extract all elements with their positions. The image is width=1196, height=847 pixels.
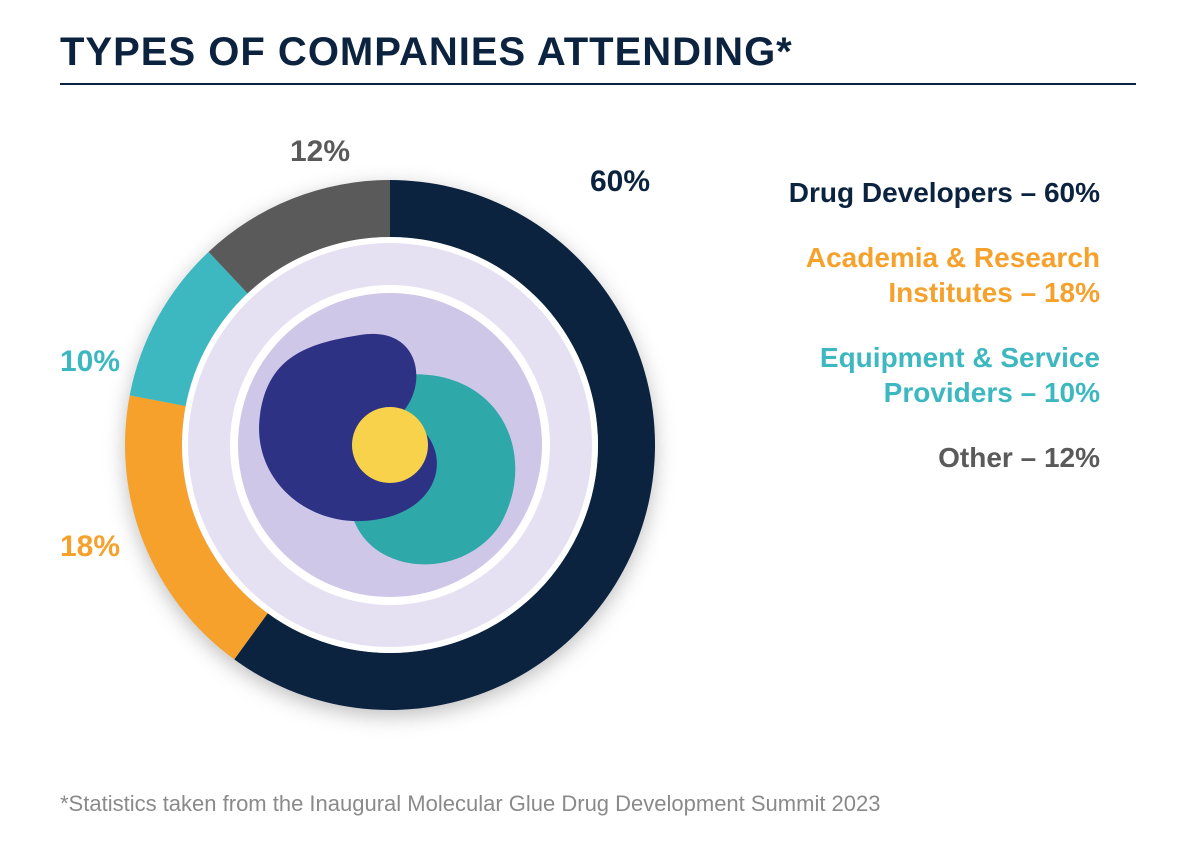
content-row: 60% 18% 10% 12% Drug Developers – 60% Ac… <box>60 115 1136 735</box>
pct-label-3: 12% <box>290 135 350 169</box>
legend-item-1: Academia & Research Institutes – 18% <box>740 240 1100 310</box>
donut-svg <box>120 175 660 715</box>
legend-item-0: Drug Developers – 60% <box>740 175 1100 210</box>
legend-item-3: Other – 12% <box>740 440 1100 475</box>
legend: Drug Developers – 60% Academia & Researc… <box>740 115 1100 475</box>
donut-chart: 60% 18% 10% 12% <box>60 115 700 735</box>
legend-item-2: Equipment & Service Providers – 10% <box>740 340 1100 410</box>
footnote: *Statistics taken from the Inaugural Mol… <box>60 791 881 817</box>
pct-label-1: 18% <box>60 530 120 564</box>
page-title: TYPES OF COMPANIES ATTENDING* <box>60 30 1136 85</box>
pct-label-0: 60% <box>590 165 650 199</box>
pct-label-2: 10% <box>60 345 120 379</box>
